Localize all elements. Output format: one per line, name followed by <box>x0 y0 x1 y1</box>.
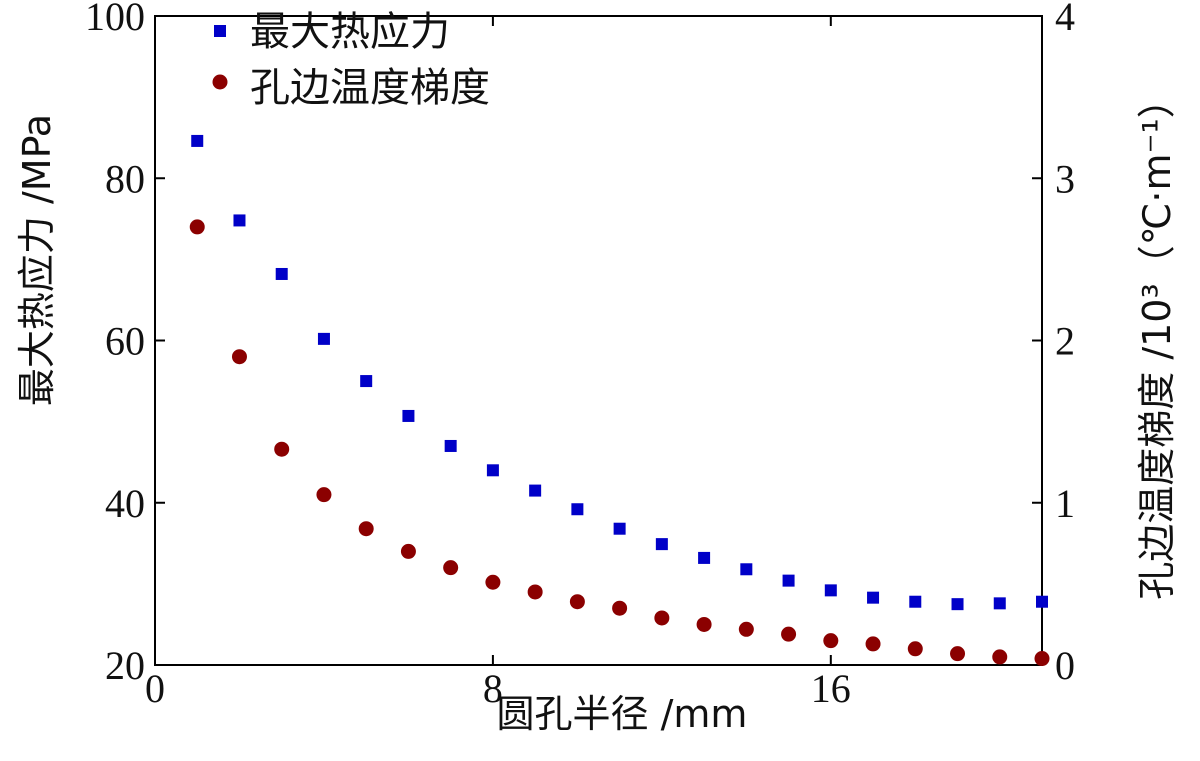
max-thermal-stress-point <box>993 597 1006 610</box>
legend-label-hole-edge-temperature-gradient: 孔边温度梯度 <box>250 65 490 111</box>
max-thermal-stress-point <box>655 538 668 551</box>
hole-edge-temperature-gradient-point <box>738 621 754 637</box>
x-tick-label: 8 <box>483 666 503 711</box>
x-axis-title: 圆孔半径 /mm <box>497 692 748 736</box>
hole-edge-temperature-gradient-point <box>569 594 585 610</box>
hole-edge-temperature-gradient-point <box>907 641 923 657</box>
left-y-tick-label: 20 <box>105 643 145 688</box>
max-thermal-stress-point <box>909 595 922 608</box>
x-tick-label: 0 <box>145 666 165 711</box>
right-y-axis-title: 孔边温度梯度 /10³（℃·m⁻¹） <box>1135 80 1179 600</box>
max-thermal-stress-point <box>317 332 330 345</box>
hole-edge-temperature-gradient-point <box>1034 651 1050 667</box>
hole-edge-temperature-gradient-point <box>400 543 416 559</box>
hole-edge-temperature-gradient-point <box>612 600 628 616</box>
hole-edge-temperature-gradient-point <box>992 649 1008 665</box>
max-thermal-stress-point <box>824 584 837 597</box>
max-thermal-stress-point <box>402 409 415 422</box>
left-y-tick-label: 60 <box>105 319 145 364</box>
data-marks <box>189 134 1050 667</box>
max-thermal-stress-point <box>275 267 288 280</box>
hole-edge-temperature-gradient-point <box>358 521 374 537</box>
max-thermal-stress-point <box>1036 595 1048 608</box>
right-y-tick-label: 3 <box>1055 156 1075 201</box>
left-y-tick-label: 40 <box>105 481 145 526</box>
hole-edge-temperature-gradient-point <box>231 349 247 365</box>
max-thermal-stress-point <box>782 574 795 587</box>
max-thermal-stress-point <box>360 375 373 388</box>
max-thermal-stress-point <box>191 134 204 147</box>
right-y-tick-label: 2 <box>1055 319 1075 364</box>
hole-edge-temperature-gradient-point <box>527 584 543 600</box>
hole-edge-temperature-gradient-point <box>485 574 501 590</box>
max-thermal-stress-point <box>444 439 457 452</box>
max-thermal-stress-point <box>486 464 499 477</box>
max-thermal-stress-point <box>613 522 626 535</box>
legend-label-max-thermal-stress: 最大热应力 <box>250 9 450 55</box>
max-thermal-stress-point <box>698 551 711 564</box>
legend-marker-max-thermal-stress <box>214 25 226 37</box>
max-thermal-stress-point <box>867 591 880 604</box>
max-thermal-stress-point <box>740 563 753 576</box>
max-thermal-stress-point <box>529 484 542 497</box>
legend-marker-hole-edge-temperature-gradient <box>212 74 228 90</box>
hole-edge-temperature-gradient-point <box>654 610 670 626</box>
hole-edge-temperature-gradient-point <box>443 560 459 576</box>
left-y-tick-label: 100 <box>85 0 145 39</box>
hole-edge-temperature-gradient-point <box>274 441 290 457</box>
hole-edge-temperature-gradient-point <box>865 636 881 652</box>
max-thermal-stress-point <box>951 598 964 611</box>
right-y-tick-label: 1 <box>1055 481 1075 526</box>
hole-edge-temperature-gradient-point <box>189 219 205 235</box>
left-y-axis-title: 最大热应力 /MPa <box>15 114 59 406</box>
max-thermal-stress-point <box>571 503 584 516</box>
right-y-tick-label: 4 <box>1055 0 1075 39</box>
plot-axes: 0 8 16 20 40 60 80 100 0 1 2 3 4 <box>85 0 1075 711</box>
hole-edge-temperature-gradient-point <box>316 487 332 503</box>
x-tick-label: 16 <box>811 666 851 711</box>
hole-edge-temperature-gradient-point <box>696 616 712 632</box>
hole-edge-temperature-gradient-point <box>823 633 839 649</box>
max-thermal-stress-point <box>233 214 246 227</box>
hole-edge-temperature-gradient-point <box>781 626 797 642</box>
plot-frame <box>154 15 1043 666</box>
hole-edge-temperature-gradient-point <box>950 646 966 662</box>
right-y-tick-label: 0 <box>1055 643 1075 688</box>
left-y-tick-label: 80 <box>105 156 145 201</box>
